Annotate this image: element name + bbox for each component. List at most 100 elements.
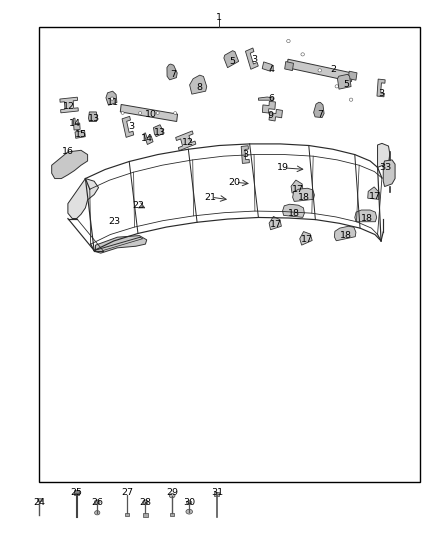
Text: 19: 19 [276,164,289,172]
Polygon shape [68,179,99,219]
Polygon shape [95,236,147,253]
Text: 1: 1 [216,13,222,21]
Polygon shape [153,125,163,136]
Text: 5: 5 [229,57,235,66]
Text: 15: 15 [75,130,87,139]
Text: 3: 3 [242,150,248,159]
Ellipse shape [138,112,141,115]
Ellipse shape [110,97,114,100]
Ellipse shape [350,98,353,101]
Polygon shape [170,513,174,516]
Polygon shape [122,116,134,138]
Polygon shape [245,48,258,69]
Text: 22: 22 [132,201,144,209]
Text: 18: 18 [288,209,300,217]
Polygon shape [355,210,377,222]
Text: 17: 17 [292,185,304,193]
Text: 3: 3 [128,123,134,131]
Polygon shape [241,146,249,164]
Text: 17: 17 [270,221,282,229]
Polygon shape [291,180,303,193]
Polygon shape [75,131,85,138]
Polygon shape [300,231,312,245]
Text: 18: 18 [340,231,352,240]
Text: 20: 20 [228,178,240,187]
Text: 17: 17 [368,192,381,200]
Polygon shape [368,187,379,199]
Ellipse shape [301,53,304,56]
Polygon shape [258,97,274,100]
Text: 2: 2 [330,65,336,74]
Ellipse shape [173,112,177,115]
Ellipse shape [95,511,100,515]
Polygon shape [348,71,357,80]
Polygon shape [73,118,80,130]
Text: 18: 18 [361,214,373,223]
Text: 3: 3 [378,89,384,98]
Text: 18: 18 [298,193,311,201]
Text: 16: 16 [62,148,74,156]
Polygon shape [293,188,314,201]
Text: 33: 33 [379,164,392,172]
Ellipse shape [187,501,192,504]
Text: 11: 11 [107,98,119,107]
Polygon shape [224,51,239,68]
Polygon shape [378,143,390,167]
Polygon shape [125,513,129,516]
Text: 10: 10 [145,110,157,119]
Polygon shape [88,112,97,122]
Polygon shape [287,59,353,82]
Text: 25: 25 [71,488,83,497]
Polygon shape [285,62,293,70]
Text: 13: 13 [88,114,100,123]
Text: 26: 26 [91,498,103,506]
Polygon shape [143,513,148,517]
Ellipse shape [318,69,321,72]
Polygon shape [144,133,153,144]
Text: 21: 21 [204,193,216,201]
Text: 27: 27 [121,488,133,497]
Ellipse shape [95,500,100,504]
Polygon shape [337,74,351,89]
Polygon shape [60,97,78,113]
Text: 17: 17 [300,236,313,244]
Ellipse shape [286,39,290,43]
Polygon shape [74,492,79,495]
Text: 6: 6 [268,94,275,103]
Polygon shape [106,91,117,105]
Text: 28: 28 [139,498,152,506]
Ellipse shape [186,510,193,514]
Text: 7: 7 [317,110,323,119]
Polygon shape [176,131,196,151]
Text: 12: 12 [63,102,75,111]
Ellipse shape [169,494,175,498]
Polygon shape [269,216,281,230]
Ellipse shape [121,112,124,115]
Text: 9: 9 [268,111,274,120]
Polygon shape [262,101,276,113]
Text: 30: 30 [183,498,195,506]
Polygon shape [214,492,219,496]
Text: 5: 5 [343,80,349,88]
Text: 14: 14 [68,119,81,128]
Text: 31: 31 [211,488,223,497]
Ellipse shape [143,500,148,504]
Text: 12: 12 [181,138,194,147]
Text: 29: 29 [166,488,178,497]
Text: 4: 4 [268,65,275,74]
Bar [39,27,420,482]
Text: 23: 23 [109,217,121,225]
Text: 14: 14 [141,134,153,143]
Polygon shape [334,226,356,241]
Polygon shape [52,150,88,179]
Text: 3: 3 [251,55,257,64]
Polygon shape [167,64,177,80]
Polygon shape [314,102,324,118]
Polygon shape [74,490,79,492]
Text: 7: 7 [170,70,176,79]
Polygon shape [190,75,207,94]
Polygon shape [283,204,304,217]
Polygon shape [383,160,395,187]
Polygon shape [37,498,42,501]
Ellipse shape [156,112,159,115]
